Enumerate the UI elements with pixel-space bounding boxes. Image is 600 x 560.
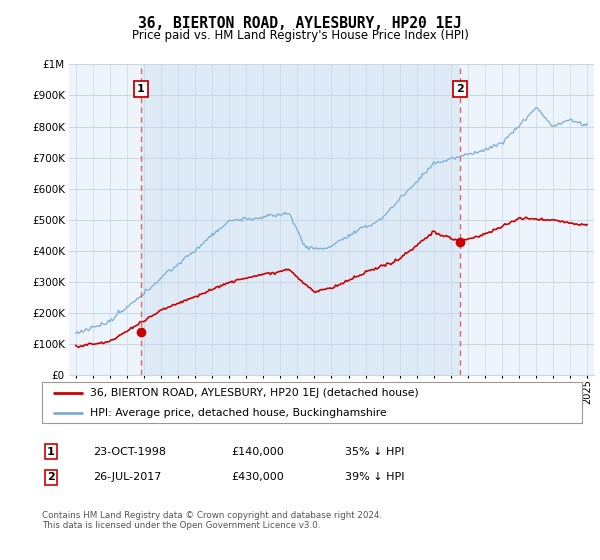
- Text: 26-JUL-2017: 26-JUL-2017: [93, 472, 161, 482]
- Text: 36, BIERTON ROAD, AYLESBURY, HP20 1EJ (detached house): 36, BIERTON ROAD, AYLESBURY, HP20 1EJ (d…: [89, 389, 418, 398]
- Text: Contains HM Land Registry data © Crown copyright and database right 2024.
This d: Contains HM Land Registry data © Crown c…: [42, 511, 382, 530]
- Text: 39% ↓ HPI: 39% ↓ HPI: [345, 472, 404, 482]
- Text: 2: 2: [457, 84, 464, 94]
- Text: 23-OCT-1998: 23-OCT-1998: [93, 447, 166, 457]
- Text: HPI: Average price, detached house, Buckinghamshire: HPI: Average price, detached house, Buck…: [89, 408, 386, 418]
- Text: Price paid vs. HM Land Registry's House Price Index (HPI): Price paid vs. HM Land Registry's House …: [131, 29, 469, 42]
- Text: 36, BIERTON ROAD, AYLESBURY, HP20 1EJ: 36, BIERTON ROAD, AYLESBURY, HP20 1EJ: [138, 16, 462, 31]
- Text: £430,000: £430,000: [231, 472, 284, 482]
- Text: 2: 2: [47, 472, 55, 482]
- Bar: [140, 64, 460, 375]
- Text: 35% ↓ HPI: 35% ↓ HPI: [345, 447, 404, 457]
- Text: 1: 1: [137, 84, 145, 94]
- Text: 1: 1: [47, 447, 55, 457]
- Text: £140,000: £140,000: [231, 447, 284, 457]
